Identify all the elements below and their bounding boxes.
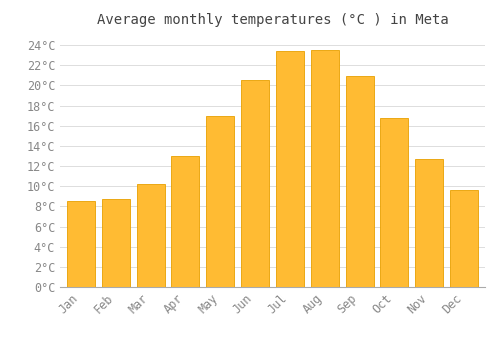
Bar (380, 118, 408, 287)
Bar (346, 76, 374, 287)
Bar (67, 201, 95, 287)
Title: Average monthly temperatures (°C ) in Meta: Average monthly temperatures (°C ) in Me… (96, 13, 448, 27)
Bar (206, 116, 234, 287)
Bar (276, 51, 304, 287)
Bar (416, 159, 443, 287)
Bar (136, 184, 164, 287)
Bar (241, 80, 269, 287)
Bar (450, 190, 478, 287)
Bar (102, 199, 130, 287)
Bar (172, 156, 200, 287)
Bar (311, 50, 338, 287)
